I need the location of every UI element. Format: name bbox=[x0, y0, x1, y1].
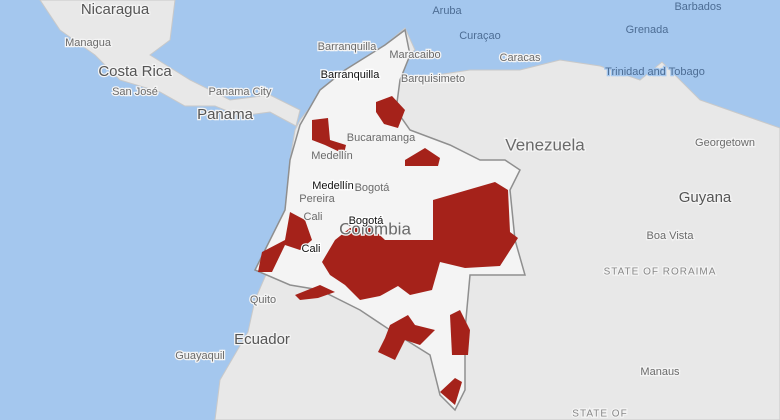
region bbox=[312, 118, 346, 154]
overlay-label: Bogotá bbox=[349, 215, 385, 227]
city-label: San José bbox=[112, 86, 158, 98]
island-label: Grenada bbox=[626, 24, 670, 36]
island-label: Curaçao bbox=[459, 30, 501, 42]
island-label: Aruba bbox=[432, 5, 462, 17]
island-label: Barbados bbox=[674, 1, 722, 13]
overlay-label: Medellín bbox=[312, 180, 354, 192]
city-label: Caracas bbox=[500, 52, 541, 64]
region-label: STATE OF RORAIMA bbox=[604, 267, 717, 278]
region bbox=[378, 315, 435, 360]
city-label: Panama City bbox=[209, 86, 272, 98]
city-label: Bogotá bbox=[355, 182, 391, 194]
region bbox=[258, 212, 312, 272]
country-label: Colombia bbox=[339, 219, 411, 238]
city-label: Barquisimeto bbox=[401, 73, 465, 85]
city-label: Barranquilla bbox=[318, 41, 378, 53]
region bbox=[440, 378, 462, 405]
region bbox=[450, 310, 470, 355]
region-label: STATE OF bbox=[572, 409, 627, 420]
city-label: Bucaramanga bbox=[347, 132, 416, 144]
city-label: Guayaquil bbox=[175, 350, 225, 362]
city-label: Managua bbox=[65, 37, 112, 49]
city-label: Medellín bbox=[311, 150, 353, 162]
city-label: Cali bbox=[304, 211, 323, 223]
country-label: Costa Rica bbox=[98, 63, 172, 80]
region bbox=[322, 182, 518, 300]
city-label: Boa Vista bbox=[647, 230, 695, 242]
city-label: Pereira bbox=[299, 193, 335, 205]
city-label: Manaus bbox=[640, 366, 680, 378]
city-label: Quito bbox=[250, 294, 276, 306]
city-label: Maracaibo bbox=[389, 49, 440, 61]
city-label: Georgetown bbox=[695, 137, 755, 149]
overlay-label: Cali bbox=[302, 243, 321, 255]
region bbox=[405, 148, 440, 166]
labels: Nicaragua Costa Rica Panama Venezuela Gu… bbox=[64, 0, 756, 420]
country-label: Guyana bbox=[679, 189, 732, 206]
overlay-label: Barranquilla bbox=[321, 69, 381, 81]
country-label: Panama bbox=[197, 106, 254, 123]
island-label: Trinidad and Tobago bbox=[605, 66, 705, 78]
highlighted-regions bbox=[258, 96, 518, 405]
country-label: Nicaragua bbox=[81, 1, 150, 18]
central-america bbox=[39, 0, 301, 127]
country-label: Ecuador bbox=[234, 331, 290, 348]
region bbox=[295, 285, 335, 300]
region bbox=[376, 96, 405, 128]
country-label: Venezuela bbox=[505, 135, 585, 154]
